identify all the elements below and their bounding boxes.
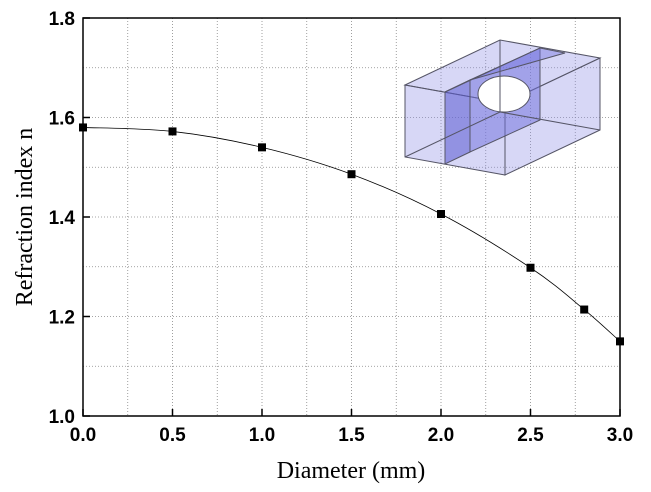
data-point <box>168 127 177 136</box>
data-point <box>616 337 624 346</box>
data-point <box>79 123 87 132</box>
data-point <box>258 143 266 152</box>
y-tick-label: 1.6 <box>49 109 75 130</box>
y-tick-label: 1.0 <box>49 407 75 428</box>
inset-block <box>403 39 602 176</box>
y-tick-label: 1.8 <box>49 9 75 30</box>
y-axis-label: Refraction index n <box>12 128 38 307</box>
x-tick-label: 0.0 <box>70 425 96 446</box>
y-tick-label: 1.2 <box>49 308 75 329</box>
x-tick-label: 1.5 <box>338 425 365 446</box>
series-line <box>82 127 621 342</box>
x-tick-label: 3.0 <box>607 425 633 446</box>
plot-frame <box>82 17 621 417</box>
y-tick-label: 1.4 <box>49 208 76 229</box>
x-tick-label: 0.5 <box>159 425 186 446</box>
x-axis-label: Diameter (mm) <box>277 458 426 484</box>
x-tick-label: 2.5 <box>517 425 544 446</box>
data-point <box>437 210 445 219</box>
data-point <box>347 170 356 179</box>
data-point <box>580 305 589 314</box>
data-point <box>526 263 535 272</box>
x-tick-label: 1.0 <box>249 425 275 446</box>
x-tick-label: 2.0 <box>428 425 454 446</box>
